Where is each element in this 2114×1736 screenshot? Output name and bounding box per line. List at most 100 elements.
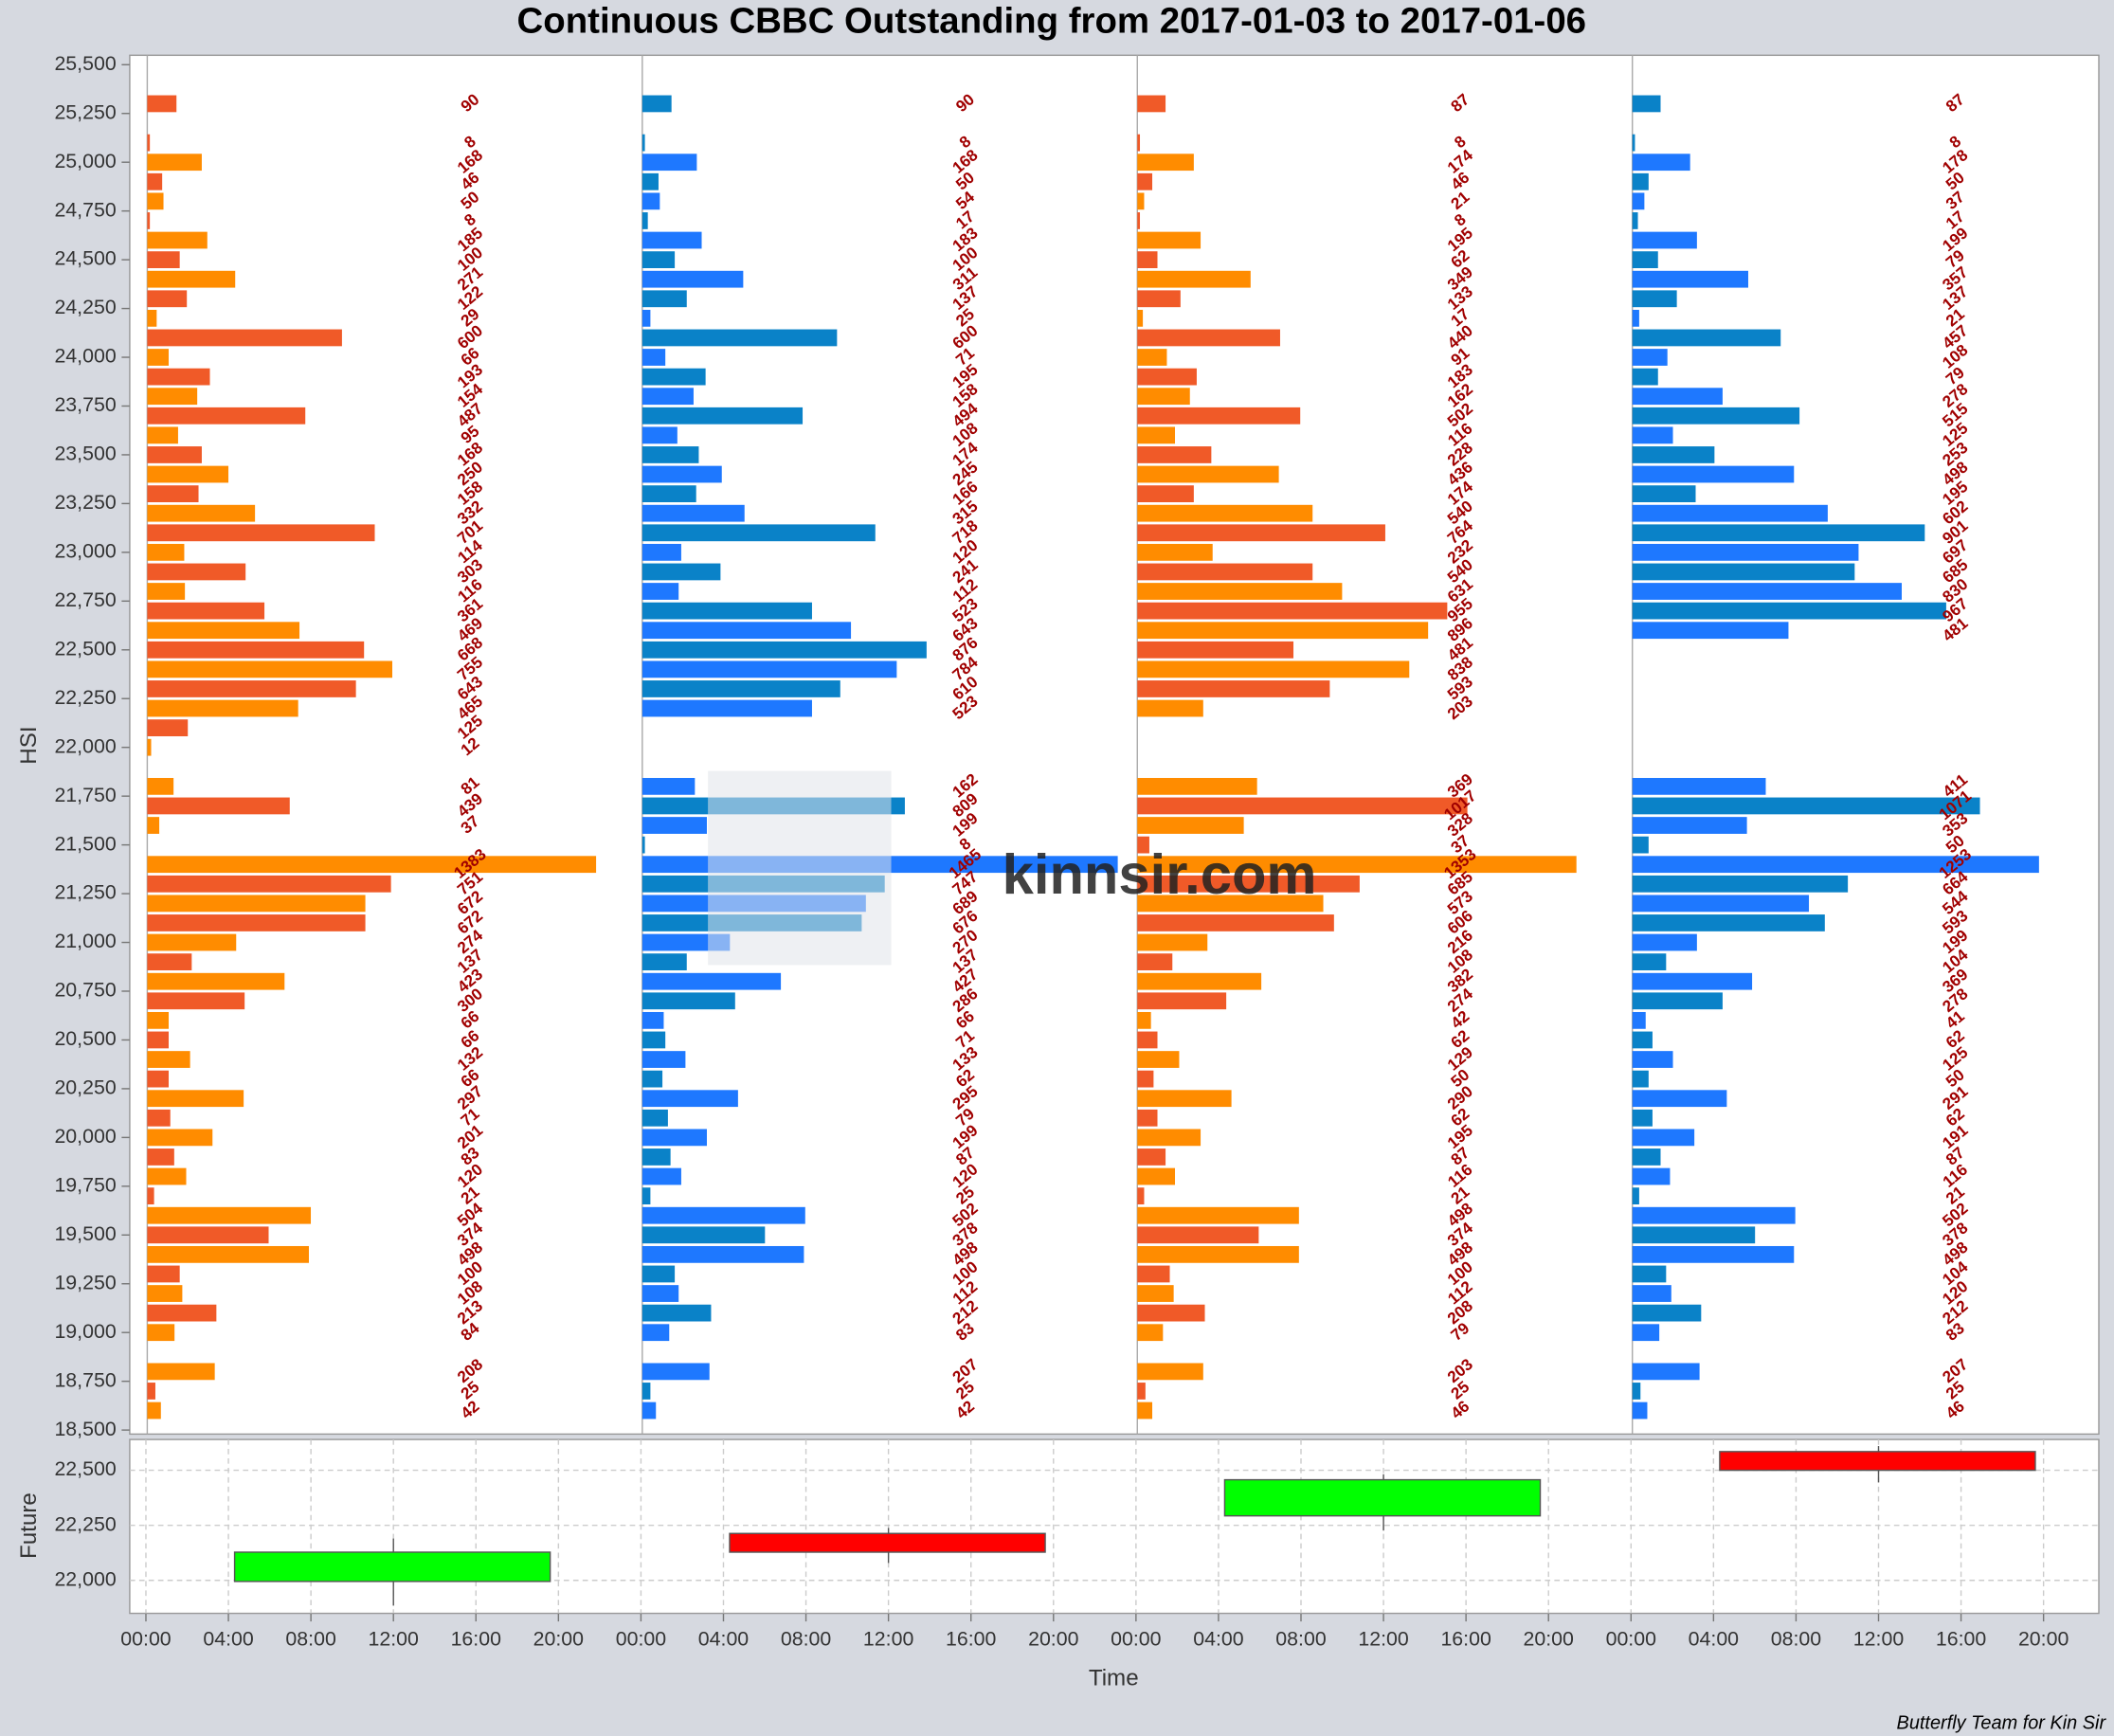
bar — [1632, 972, 1753, 990]
bar — [1137, 1304, 1205, 1322]
bar — [641, 1187, 651, 1205]
bar — [641, 368, 706, 386]
bar — [147, 641, 365, 659]
bar — [147, 1285, 183, 1302]
y-tick-label: 22,000 — [54, 734, 116, 757]
bar — [641, 524, 876, 542]
bar — [1137, 680, 1330, 697]
bar — [641, 154, 697, 172]
bar — [147, 933, 237, 951]
bar — [1137, 388, 1190, 406]
y-tick-label: 21,250 — [54, 881, 116, 904]
bar — [147, 777, 174, 795]
bar — [147, 446, 202, 463]
bar — [1632, 1051, 1673, 1068]
chart-title: Continuous CBBC Outstanding from 2017-01… — [517, 0, 1586, 41]
bar — [1632, 1090, 1727, 1108]
bar — [1137, 583, 1343, 600]
bar — [147, 1363, 215, 1381]
bar — [641, 231, 702, 249]
y-tick-label: 19,000 — [54, 1320, 116, 1343]
bar — [1632, 836, 1649, 854]
bar — [641, 1285, 679, 1302]
y-tick-label: 24,250 — [54, 296, 116, 318]
bar — [1632, 1226, 1756, 1244]
bar — [147, 95, 177, 113]
bar — [1137, 1148, 1166, 1166]
bar — [641, 212, 648, 229]
bar — [1137, 1011, 1151, 1029]
bar — [641, 329, 838, 347]
bar — [641, 1206, 805, 1224]
bar — [1632, 192, 1645, 210]
bar — [1632, 1285, 1671, 1302]
bar — [1632, 134, 1635, 152]
y-tick-label: 20,250 — [54, 1076, 116, 1099]
bar — [641, 1109, 668, 1127]
bar — [147, 738, 152, 756]
candle-body — [729, 1532, 1046, 1553]
bar — [147, 231, 208, 249]
bar — [1137, 134, 1141, 152]
bar — [147, 504, 256, 522]
bar — [147, 719, 189, 737]
bar — [1632, 856, 2039, 874]
bar — [1137, 485, 1194, 503]
bar — [641, 836, 645, 854]
bar — [147, 1206, 312, 1224]
bar — [1632, 1206, 1796, 1224]
bar — [1137, 699, 1203, 717]
bar — [1137, 972, 1262, 990]
bar — [1632, 485, 1696, 503]
y-tick-label: 24,500 — [54, 247, 116, 270]
bar — [1137, 270, 1251, 288]
bar — [147, 660, 392, 678]
y-tick-label: 18,750 — [54, 1368, 116, 1391]
bar — [147, 349, 170, 366]
x-tick-label: 16:00 — [1440, 1628, 1491, 1651]
bar — [1632, 290, 1677, 308]
bar — [1632, 1304, 1702, 1322]
y-tick-label: 20,000 — [54, 1125, 116, 1148]
y-tick-label: 21,500 — [54, 832, 116, 855]
bar — [1137, 953, 1173, 971]
bar — [1632, 1129, 1695, 1147]
bar — [147, 602, 265, 620]
bar — [641, 953, 687, 971]
y-tick-label: 25,250 — [54, 100, 116, 123]
bar — [147, 290, 188, 308]
bar — [641, 699, 812, 717]
bar — [1137, 641, 1294, 659]
y-tick-label: 24,000 — [54, 345, 116, 368]
bar — [1137, 777, 1257, 795]
bar — [1632, 1187, 1639, 1205]
bar — [147, 172, 163, 190]
bar — [1632, 817, 1747, 834]
x-tick-label: 08:00 — [285, 1628, 336, 1651]
bar — [147, 953, 192, 971]
bar — [147, 1324, 175, 1342]
bar — [147, 1167, 187, 1185]
y-tick-label: 18,500 — [54, 1418, 116, 1440]
bar — [1632, 172, 1649, 190]
y-tick-label: 19,500 — [54, 1222, 116, 1245]
bar — [641, 349, 666, 366]
bar — [147, 368, 210, 386]
bar — [1632, 388, 1723, 406]
bar — [641, 563, 721, 581]
bar — [1632, 1070, 1649, 1088]
bar — [641, 680, 840, 697]
bar — [1632, 1031, 1653, 1049]
bar — [641, 660, 897, 678]
bar — [1632, 465, 1795, 483]
bar — [1632, 504, 1828, 522]
bar — [641, 1226, 766, 1244]
y-tick-label: 24,750 — [54, 198, 116, 221]
bar — [147, 1148, 174, 1166]
bar — [1632, 1383, 1641, 1400]
bar — [1137, 1167, 1176, 1185]
bar — [1137, 797, 1468, 815]
bar — [1137, 817, 1244, 834]
bar — [1137, 329, 1280, 347]
